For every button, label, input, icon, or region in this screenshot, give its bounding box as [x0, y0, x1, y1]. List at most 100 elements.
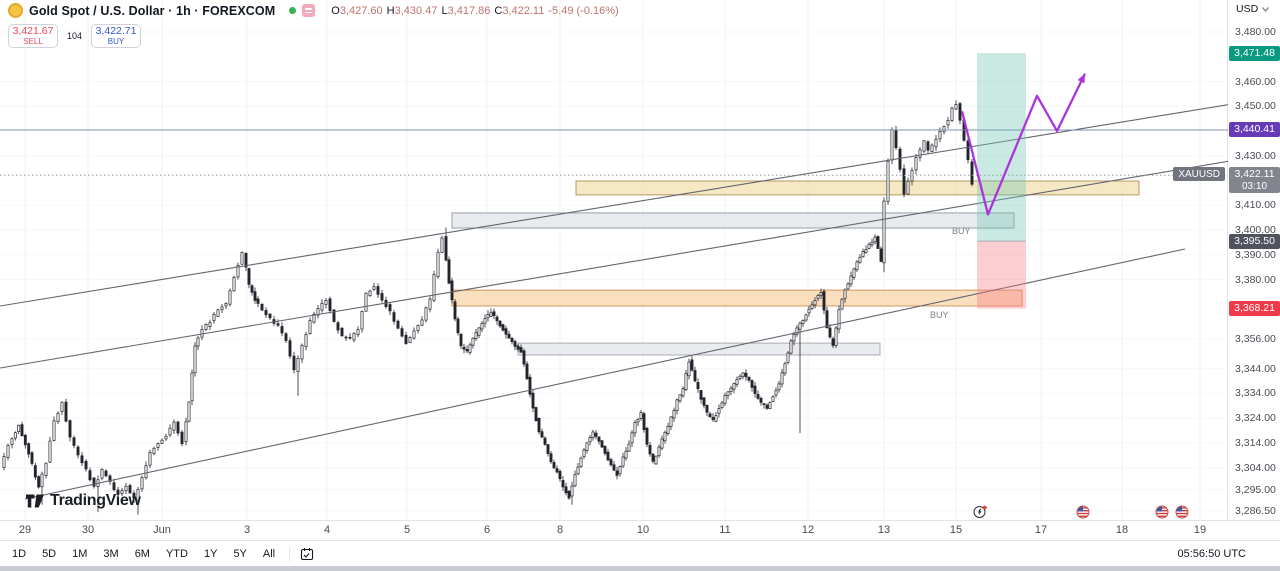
time-tick: 3: [243, 524, 251, 536]
price-tick: 3,334.00: [1235, 387, 1276, 400]
buy-price: 3,422.71: [95, 25, 137, 37]
range-button-1m[interactable]: 1M: [72, 547, 88, 560]
buy-label: BUY: [107, 37, 125, 46]
lower-channel: [0, 160, 1228, 369]
open-value: 3,427.60: [339, 4, 383, 17]
sell-button[interactable]: 3,421.67 SELL: [8, 24, 58, 48]
time-tick: 5: [403, 524, 411, 536]
profit-zone: [977, 53, 1026, 242]
sell-label: SELL: [23, 37, 43, 46]
range-button-5d[interactable]: 5D: [42, 547, 57, 560]
range-button-ytd[interactable]: YTD: [165, 547, 188, 560]
price-tick: 3,390.00: [1235, 248, 1276, 261]
buy-zone-label: BUY: [952, 226, 971, 236]
time-tick: 11: [719, 524, 731, 536]
session-clock[interactable]: 05:56:50 UTC: [1177, 547, 1246, 560]
price-tick: 3,450.00: [1235, 100, 1276, 113]
price-tick: 3,460.00: [1235, 75, 1276, 88]
price-level-badge: 3,440.41: [1229, 122, 1280, 138]
currency-label: USD: [1236, 3, 1259, 15]
symbol-title[interactable]: Gold Spot / U.S. Dollar · 1h · FOREXCOM: [29, 3, 276, 18]
risk-zone: [977, 241, 1026, 309]
time-tick: 10: [636, 524, 650, 536]
buy-zone-labels: BUY BUY: [930, 226, 971, 320]
time-axis[interactable]: 29 30 Jun 3 4 5 6 8 10 11 12 13 15 17 18 19: [0, 520, 1280, 540]
price-axis[interactable]: USD 3,480.00 3,460.00 3,450.00 3,430.00 3,41…: [1229, 0, 1280, 540]
price-tick: 3,286.50: [1235, 504, 1276, 517]
chevron-down-icon: [1262, 6, 1270, 12]
ohlc-values: O3,427.60 H3,430.47 L3,417.86 C3,422.11 …: [331, 5, 618, 17]
horizontal-lines[interactable]: [0, 129, 1228, 176]
range-button-3m[interactable]: 3M: [103, 547, 119, 560]
trendlines[interactable]: [0, 104, 1228, 500]
gold-symbol-icon: [8, 3, 23, 18]
price-tick: 3,356.00: [1235, 332, 1276, 345]
date-range-buttons: 1D 5D 1M 3M 6M YTD 1Y 5Y All: [4, 545, 283, 563]
time-tick: 6: [483, 524, 491, 536]
tradingview-logo-text: TradingView: [50, 492, 141, 509]
buy-button[interactable]: 3,422.71 BUY: [91, 24, 142, 48]
symbol-header: Gold Spot / U.S. Dollar · 1h · FOREXCOM …: [8, 3, 619, 18]
range-button-1d[interactable]: 1D: [12, 547, 27, 560]
price-tick: 3,304.00: [1235, 461, 1276, 474]
supply-demand-zones[interactable]: [451, 180, 1140, 356]
supply-band-upper: [575, 180, 1140, 196]
alert-clock-icon[interactable]: [973, 505, 987, 519]
price-tick: 3,314.00: [1235, 436, 1276, 449]
upper-channel: [0, 104, 1228, 307]
bottom-toolbar: 1D 5D 1M 3M 6M YTD 1Y 5Y All 05:56:50 UTC: [0, 540, 1280, 566]
go-to-date-calendar-icon[interactable]: [300, 547, 314, 561]
currency-selector[interactable]: USD: [1236, 3, 1270, 15]
price-chart-canvas[interactable]: BUY BUY: [0, 0, 1228, 520]
time-tick: 13: [877, 524, 891, 536]
chart-area[interactable]: BUY BUY Gold Spot / U.S. Dollar · 1h · FO…: [0, 0, 1228, 520]
us-flag-icon[interactable]: [1175, 505, 1189, 519]
candlesticks: [2, 100, 974, 515]
range-button-5y[interactable]: 5Y: [233, 547, 247, 560]
tradingview-logo[interactable]: TradingView: [26, 492, 141, 510]
time-tick: 17: [1034, 524, 1048, 536]
low-label: L: [441, 4, 448, 17]
high-label: H: [386, 4, 395, 17]
close-label: C: [494, 4, 503, 17]
time-tick: 4: [323, 524, 331, 536]
price-tick: 3,480.00: [1235, 26, 1276, 38]
range-button-1y[interactable]: 1Y: [203, 547, 218, 560]
price-tick: 3,380.00: [1235, 273, 1276, 286]
price-level-badge: 3,471.48: [1229, 45, 1280, 61]
change-value: -5.49 (-0.16%): [548, 4, 619, 17]
time-tick: 29: [18, 524, 32, 536]
buy-band-gray-upper: [451, 212, 1015, 229]
toolbar-divider: [289, 546, 291, 561]
time-tick: 18: [1115, 524, 1129, 536]
buy-band-orange: [451, 289, 1023, 307]
time-tick: 12: [801, 524, 815, 536]
symbol-axis-tag: XAUUSD: [1173, 167, 1225, 182]
trade-panel: 3,421.67 SELL 104 3,422.71 BUY: [8, 24, 142, 48]
price-tick: 3,400.00: [1235, 224, 1276, 236]
tradingview-logo-icon: [26, 494, 44, 508]
price-level-badge: 3,368.21: [1229, 301, 1280, 317]
price-tick: 3,430.00: [1235, 149, 1276, 162]
high-value: 3,430.47: [394, 4, 438, 17]
spread-value: 104: [67, 31, 83, 41]
economic-calendar-icon[interactable]: [302, 4, 316, 17]
time-tick: Jun: [153, 524, 171, 536]
long-position-tool[interactable]: [977, 53, 1026, 309]
gridlines: [24, 0, 1201, 520]
us-flag-icon[interactable]: [1155, 505, 1169, 519]
current-price-value: 3,422.11: [1234, 168, 1275, 181]
price-level-badge: 3,395.50: [1229, 233, 1280, 249]
support-line: [24, 248, 1186, 500]
price-tick: 3,344.00: [1235, 362, 1276, 375]
us-flag-icon[interactable]: [1076, 505, 1090, 519]
projection-zigzag-arrow[interactable]: [960, 72, 1088, 216]
open-label: O: [331, 4, 340, 17]
range-button-6m[interactable]: 6M: [134, 547, 150, 560]
range-button-all[interactable]: All: [262, 547, 276, 560]
sell-price: 3,421.67: [12, 25, 54, 37]
price-tick: 3,295.00: [1235, 483, 1276, 496]
current-price-badge: 3,422.11 03:10: [1229, 167, 1280, 194]
time-tick: 15: [949, 524, 963, 536]
